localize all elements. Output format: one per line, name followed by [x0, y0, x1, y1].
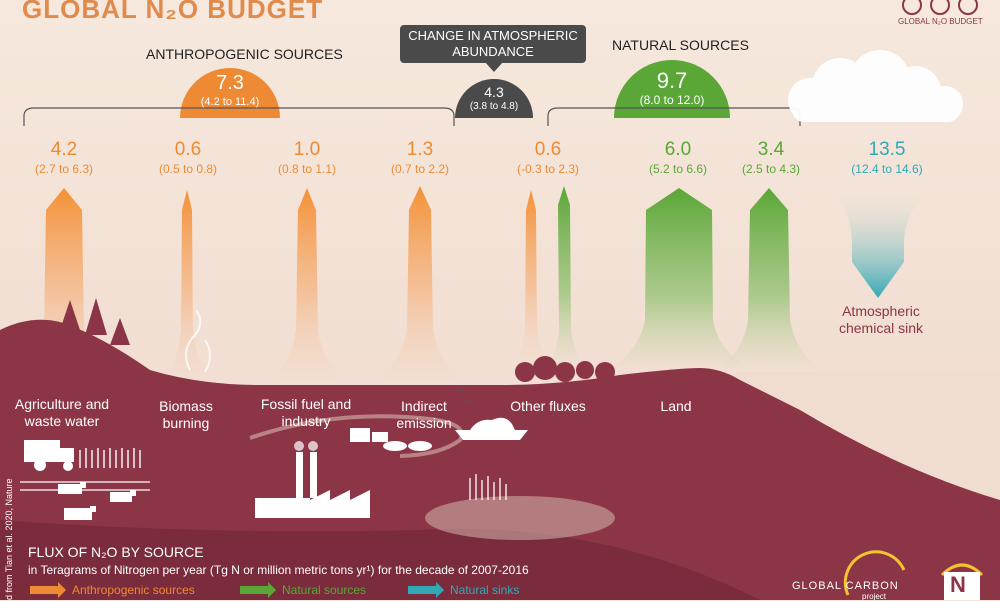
label-agriculture: Agriculture and waste water [2, 396, 122, 430]
anthropogenic-total-range: (4.2 to 11.4) [200, 96, 260, 108]
natural-total-value: 9.7 [656, 68, 688, 93]
flux-arrows-anthropogenic [15, 186, 548, 380]
nina-logo-text: N [950, 572, 966, 597]
natural-total-dome [614, 60, 730, 118]
anthropogenic-total-dome [180, 68, 280, 118]
treatment-plant-icon [350, 428, 432, 451]
legend-swatches [30, 582, 444, 598]
label-fossil-line1: Fossil fuel and [260, 396, 352, 412]
license-icons [902, 0, 978, 15]
chimney-smoke-icon [294, 441, 318, 451]
legend-item-natural: Natural sources [282, 583, 367, 597]
flux-arrow-oceans [718, 188, 820, 370]
label-land: Land [660, 398, 692, 414]
flux-value-fossil: 1.0 [293, 139, 321, 160]
pond [425, 496, 615, 540]
label-sink-line2: chemical sink [838, 320, 924, 336]
page-title: GLOBAL N₂O BUDGET [22, 0, 324, 24]
legend-swatch-natural [240, 582, 276, 598]
label-other: Other fluxes [510, 398, 586, 414]
flux-arrow-fossil [270, 188, 345, 380]
flux-value-land: 6.0 [664, 139, 692, 160]
flux-range-indirect: (0.7 to 2.2) [390, 162, 450, 176]
land-mass [0, 319, 1000, 600]
label-biomass-line1: Biomass [159, 398, 213, 414]
anthropogenic-total-value: 7.3 [216, 72, 244, 94]
legend-swatch-sinks [408, 582, 444, 598]
anthropogenic-bracket [23, 107, 455, 126]
gcp-logo-subtext: project [862, 592, 887, 601]
ship-icon [455, 417, 528, 440]
label-fossil: Fossil fuel and industry [246, 396, 366, 430]
flux-range-sink: (12.4 to 14.6) [851, 162, 923, 176]
reeds-icon [469, 474, 507, 500]
gcp-logo-arc [843, 550, 906, 596]
flux-arrow-land [608, 188, 750, 370]
flux-value-agriculture: 4.2 [50, 139, 78, 160]
gcp-logo-text: GLOBAL CARBON [792, 580, 899, 592]
change-total-value: 4.3 [484, 84, 504, 100]
cow-icons [58, 482, 136, 520]
crop-field-icon [79, 448, 141, 468]
flux-arrow-other-natural [549, 186, 582, 365]
label-sink-line1: Atmospheric [842, 303, 920, 319]
change-total-dome [455, 79, 533, 118]
source-credit: d from Tian et al. 2020, Nature [4, 478, 14, 600]
flux-value-sink: 13.5 [868, 139, 906, 160]
nina-logo-icon [940, 563, 984, 600]
label-agriculture-line2: waste water [24, 413, 100, 429]
label-indirect-line2: emission [396, 415, 452, 431]
land-foreground [0, 520, 760, 600]
label-indirect-line1: Indirect [401, 398, 447, 414]
bird-icons [457, 388, 471, 405]
sink-funnel [818, 185, 948, 298]
label-oceans: Oceans [747, 425, 797, 441]
legend-subtitle: in Teragrams of Nitrogen per year (Tg N … [28, 563, 529, 577]
tree-icons [60, 298, 615, 382]
factory-icon [255, 452, 370, 518]
flux-arrow-other-anthro [515, 190, 548, 365]
flux-value-oceans: 3.4 [757, 139, 785, 160]
logo-caption: GLOBAL N₂O BUDGET [898, 17, 983, 26]
change-header: CHANGE IN ATMOSPHERIC ABUNDANCE [408, 28, 578, 59]
flux-value-biomass: 0.6 [174, 139, 202, 160]
label-sink: Atmospheric chemical sink [826, 303, 936, 337]
change-callout: CHANGE IN ATMOSPHERIC ABUNDANCE [400, 25, 586, 63]
legend-item-sinks: Natural sinks [450, 583, 520, 597]
legend-item-anthropogenic: Anthropogenic sources [72, 583, 195, 597]
change-total-range: (3.8 to 4.8) [469, 101, 519, 112]
flux-range-other: (-0.3 to 2.3) [516, 162, 580, 176]
noncommercial-icon [958, 0, 978, 15]
cloud-icon [788, 50, 963, 122]
change-callout-pointer [485, 62, 503, 72]
label-indirect: Indirect emission [374, 398, 474, 432]
flux-range-land: (5.2 to 6.6) [648, 162, 708, 176]
flux-value-other: 0.6 [534, 139, 562, 160]
flux-range-agriculture: (2.7 to 6.3) [34, 162, 94, 176]
flux-range-biomass: (0.5 to 0.8) [158, 162, 218, 176]
flux-arrow-indirect [375, 186, 465, 380]
flux-arrow-biomass [165, 190, 210, 380]
natural-total-range: (8.0 to 12.0) [639, 93, 705, 107]
label-agriculture-line1: Agriculture and [14, 396, 110, 412]
legend-swatch-anthropogenic [30, 582, 66, 598]
legend-title: FLUX OF N₂O BY SOURCE [28, 544, 204, 560]
tractor-icon [24, 440, 74, 471]
attribution-icon [930, 0, 950, 15]
label-fossil-line2: industry [281, 413, 331, 429]
cc-icon [902, 0, 922, 15]
flux-range-fossil: (0.8 to 1.1) [277, 162, 337, 176]
label-biomass-line2: burning [162, 415, 210, 431]
flux-arrow-agriculture [15, 188, 115, 380]
label-biomass: Biomass burning [136, 398, 236, 432]
anthropogenic-header: ANTHROPOGENIC SOURCES [146, 46, 343, 62]
flux-value-indirect: 1.3 [406, 139, 434, 160]
natural-header: NATURAL SOURCES [612, 37, 749, 53]
smoke-icon [185, 309, 211, 373]
river [249, 414, 464, 458]
flux-range-oceans: (2.5 to 4.3) [741, 162, 801, 176]
flux-arrows-natural [549, 186, 820, 370]
